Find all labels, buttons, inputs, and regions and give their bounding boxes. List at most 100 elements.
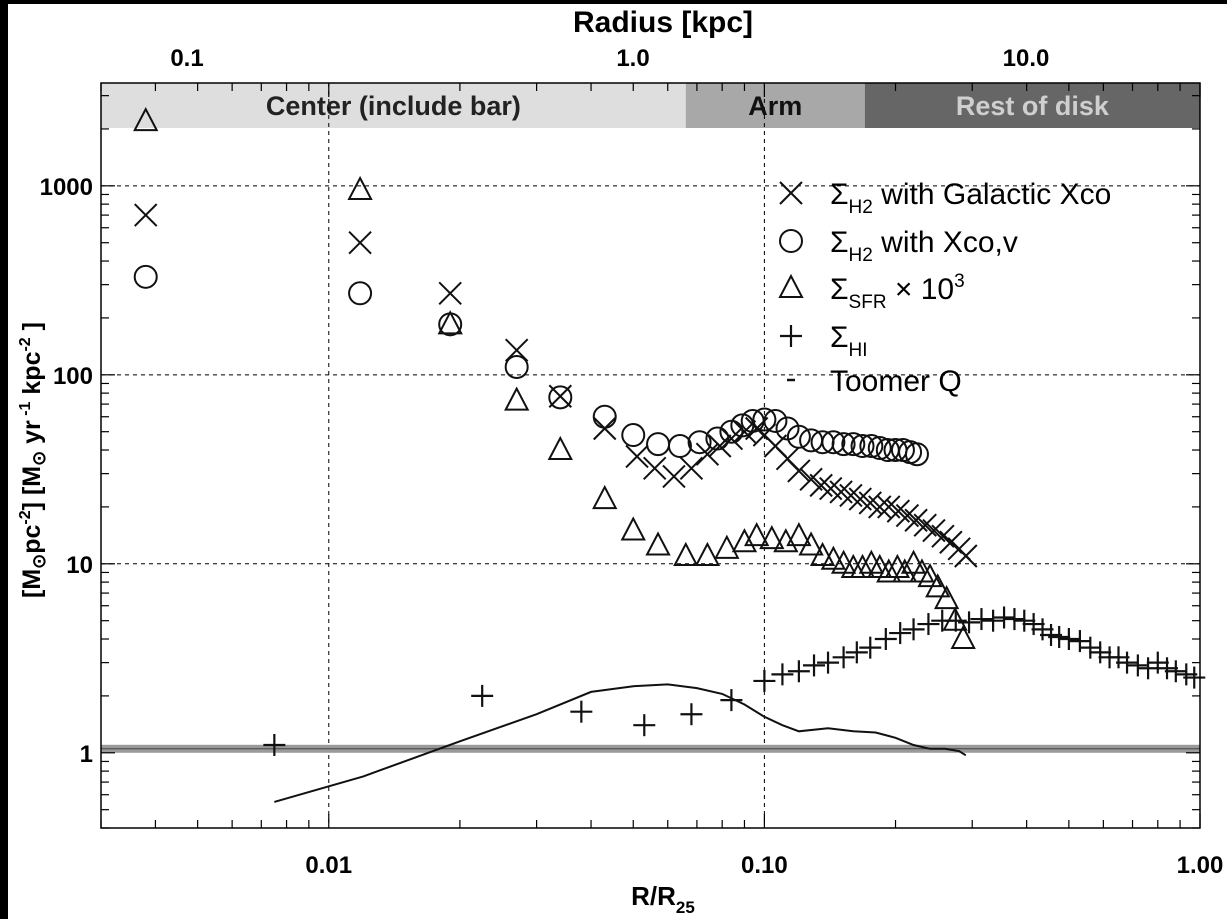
data-point-3-35 xyxy=(1107,646,1130,669)
data-point-3-38 xyxy=(1137,657,1160,680)
data-point-2-26 xyxy=(892,558,918,583)
data-point-0-32-b xyxy=(922,518,946,543)
data-point-0-9 xyxy=(679,456,704,481)
data-point-2-16 xyxy=(798,531,824,556)
legend-entry-1: ΣH2 with Xco,v xyxy=(830,226,1018,266)
data-point-0-21-b xyxy=(819,476,843,501)
x-axis-title: R/R25 xyxy=(631,881,695,917)
figure-background xyxy=(8,4,1227,919)
data-point-2-0 xyxy=(133,106,159,132)
data-point-3-10 xyxy=(817,651,840,674)
data-point-1-15 xyxy=(763,408,788,433)
data-point-1-10 xyxy=(705,426,730,451)
data-point-2-15 xyxy=(786,522,812,547)
region-band-0 xyxy=(101,83,686,128)
data-point-2-27 xyxy=(900,549,927,574)
top-axis-title: Radius [kpc] xyxy=(573,6,753,39)
toomre-q-line xyxy=(274,683,967,803)
data-point-3-2 xyxy=(570,700,593,723)
data-point-0-7-b xyxy=(642,456,667,481)
data-point-1-12 xyxy=(730,413,755,438)
data-point-0-2-b xyxy=(438,281,462,305)
data-point-1-25 xyxy=(867,435,892,460)
data-point-2-1 xyxy=(347,175,373,201)
data-point-2-14 xyxy=(773,528,799,553)
data-point-1-0 xyxy=(133,264,158,289)
data-point-0-7 xyxy=(642,456,667,481)
data-point-0-20-b xyxy=(809,473,833,498)
ticks: 0.01 0.10 1.00 1 10 100 1000 0.1 1.0 10.0 xyxy=(40,45,1224,879)
data-point-3-40 xyxy=(1156,657,1179,680)
data-point-0-19-b xyxy=(799,467,823,492)
data-point-2-3 xyxy=(504,386,530,411)
data-point-1-9 xyxy=(687,430,712,455)
legend-entry-4: Toomer Q xyxy=(830,365,962,398)
data-point-3-5 xyxy=(720,689,743,712)
data-point-3-43 xyxy=(1183,666,1206,689)
legend-entry-3: ΣHI xyxy=(830,321,868,361)
data-point-2-24 xyxy=(876,558,902,583)
data-point-2-11 xyxy=(731,528,758,553)
data-point-3-9 xyxy=(803,654,826,677)
data-point-3-3 xyxy=(633,714,656,737)
data-point-0-12 xyxy=(719,426,744,451)
region-label-0: Center (include bar) xyxy=(266,91,521,121)
series-4 xyxy=(274,683,967,803)
legend-marker-0-b xyxy=(779,181,803,205)
legend-marker-3 xyxy=(780,325,802,347)
data-point-0-9-b xyxy=(679,456,704,481)
data-point-0-10-b xyxy=(695,442,720,466)
data-point-3-29 xyxy=(1048,625,1071,648)
x-tick-label: 1.00 xyxy=(1177,852,1224,879)
data-point-0-11-b xyxy=(708,434,732,458)
series-layer xyxy=(133,106,1206,803)
legend-entry-0: ΣH2 with Galactic Xco xyxy=(830,178,1111,218)
x-axis-title-main: R/R xyxy=(631,881,676,911)
data-point-0-23-b xyxy=(839,483,863,508)
region-band-2 xyxy=(864,83,1200,128)
x-tick-label: 0.01 xyxy=(305,852,352,879)
data-point-1-6 xyxy=(621,423,646,448)
data-point-0-18-b xyxy=(787,459,811,483)
data-point-2-13 xyxy=(759,525,785,550)
data-point-0-8-b xyxy=(662,464,686,489)
data-point-2-21 xyxy=(849,553,876,579)
data-point-0-18 xyxy=(787,459,811,483)
data-point-1-30 xyxy=(904,442,929,467)
data-point-3-21 xyxy=(970,608,993,631)
data-point-3-12 xyxy=(845,641,868,664)
data-point-3-17 xyxy=(917,613,940,636)
data-point-2-8 xyxy=(673,541,699,566)
data-point-0-26-b xyxy=(868,495,892,519)
y-tick-label: 100 xyxy=(53,363,93,390)
legend-entry-2: ΣSFR × 103 xyxy=(830,271,965,313)
data-point-1-24 xyxy=(859,434,884,459)
region-label-1: Arm xyxy=(748,91,802,121)
data-point-0-28-b xyxy=(886,499,911,523)
data-point-3-4 xyxy=(680,703,703,726)
data-point-3-11 xyxy=(832,646,855,669)
data-point-2-25 xyxy=(884,553,911,579)
data-point-3-6 xyxy=(753,669,776,692)
data-point-0-36 xyxy=(954,544,978,568)
data-point-3-7 xyxy=(771,663,794,686)
data-point-3-26 xyxy=(1022,613,1045,636)
series-1 xyxy=(133,264,929,467)
data-point-1-21 xyxy=(831,432,856,457)
data-point-1-8 xyxy=(667,434,692,459)
data-point-0-27-b xyxy=(877,495,901,519)
data-point-1-1 xyxy=(348,281,373,306)
data-point-3-8 xyxy=(787,660,810,683)
data-point-0-23 xyxy=(839,483,863,508)
data-point-2-10 xyxy=(714,534,740,559)
data-point-3-24 xyxy=(1003,608,1026,631)
data-point-2-4 xyxy=(547,435,573,461)
data-point-2-17 xyxy=(809,541,836,566)
data-point-2-12 xyxy=(744,522,770,547)
data-point-1-5 xyxy=(592,404,617,429)
data-point-0-6-b xyxy=(625,444,649,469)
data-point-2-18 xyxy=(820,545,847,570)
legend-marker-2 xyxy=(778,273,804,298)
data-point-0-17-b xyxy=(775,446,800,471)
data-point-2-33 xyxy=(950,624,976,650)
